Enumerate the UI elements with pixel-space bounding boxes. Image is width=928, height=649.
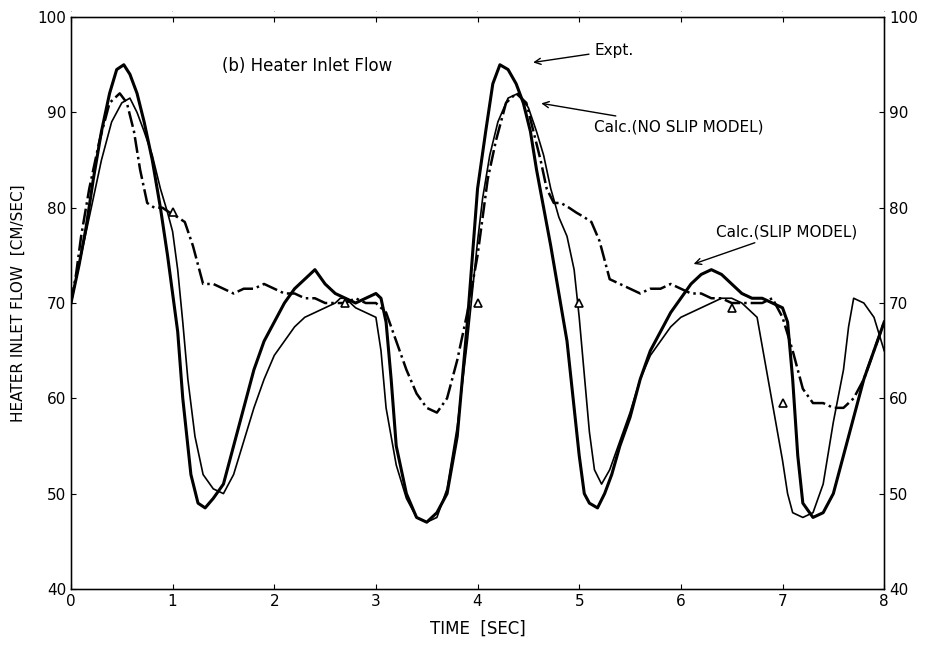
Text: Calc.(NO SLIP MODEL): Calc.(NO SLIP MODEL): [542, 102, 763, 134]
X-axis label: TIME  [SEC]: TIME [SEC]: [430, 620, 525, 638]
Text: Expt.: Expt.: [535, 43, 633, 64]
Text: Calc.(SLIP MODEL): Calc.(SLIP MODEL): [694, 224, 857, 264]
Text: (b) Heater Inlet Flow: (b) Heater Inlet Flow: [222, 57, 392, 75]
Y-axis label: HEATER INLET FLOW  [CM/SEC]: HEATER INLET FLOW [CM/SEC]: [11, 184, 26, 422]
